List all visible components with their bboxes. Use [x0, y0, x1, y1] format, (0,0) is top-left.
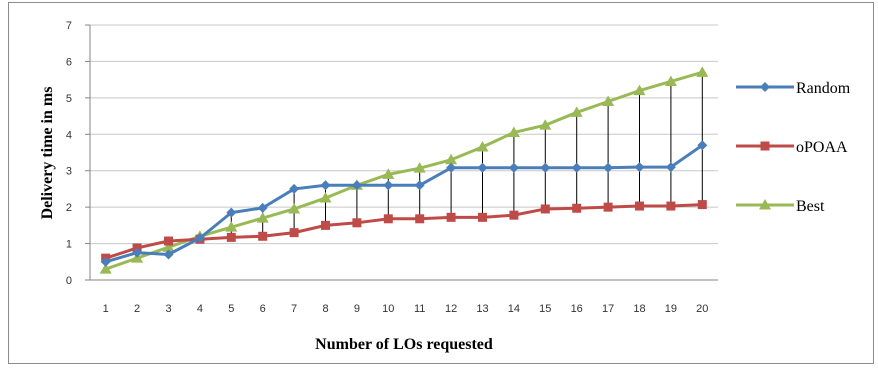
data-point-random: [540, 162, 551, 173]
data-point-opoaa: [509, 210, 519, 220]
data-point-opoaa: [226, 232, 236, 242]
data-point-best: [602, 95, 615, 106]
y-tick-label: 2: [66, 202, 72, 214]
y-tick-label: 7: [66, 20, 72, 32]
x-axis-title: Number of LOs requested: [315, 336, 493, 353]
data-point-best: [225, 221, 238, 232]
data-point-random: [634, 162, 645, 173]
gridlines: [90, 24, 718, 245]
data-point-random: [446, 162, 457, 173]
x-tick-label: 8: [322, 303, 328, 315]
data-point-random: [414, 180, 425, 191]
data-point-opoaa: [603, 202, 613, 212]
axes: [85, 24, 718, 281]
legend-marker-best: [759, 199, 771, 210]
data-point-opoaa: [635, 201, 644, 211]
x-tick-label: 15: [539, 303, 551, 315]
data-point-random: [603, 162, 614, 173]
data-point-random: [194, 233, 205, 244]
data-point-best: [319, 192, 332, 203]
data-point-best: [288, 202, 301, 214]
data-point-best: [539, 119, 552, 130]
data-point-random: [100, 256, 111, 267]
data-point-random: [257, 202, 268, 213]
data-point-best: [476, 141, 489, 152]
data-point-best: [445, 153, 458, 165]
x-tick-label: 6: [260, 303, 266, 315]
data-point-best: [570, 106, 583, 117]
data-point-best: [507, 126, 520, 137]
x-tick-label: 14: [508, 303, 520, 315]
data-point-random: [163, 249, 174, 260]
x-tick-label: 2: [134, 303, 140, 315]
data-point-random: [320, 180, 331, 191]
data-point-best: [664, 75, 677, 86]
data-point-opoaa: [572, 203, 582, 213]
x-tick-label: 19: [665, 303, 677, 315]
y-tick-label: 6: [66, 56, 72, 68]
data-point-random: [697, 140, 708, 151]
data-point-opoaa: [540, 204, 550, 214]
data-point-opoaa: [446, 212, 456, 222]
y-tick-label: 0: [66, 275, 72, 287]
legend-label-opoaa: oPOAA: [796, 139, 848, 156]
x-tick-label: 12: [445, 303, 457, 315]
x-tick-label: 18: [633, 303, 645, 315]
data-point-random: [226, 207, 237, 218]
x-tick-label: 11: [414, 303, 425, 315]
legend: Random oPOAA Best: [736, 80, 851, 215]
data-point-opoaa: [164, 236, 173, 246]
data-point-random: [132, 247, 143, 258]
y-tick-label: 3: [66, 166, 72, 178]
x-tick-label: 5: [228, 303, 234, 315]
x-tick-label: 10: [382, 303, 394, 315]
legend-label-best: Best: [796, 198, 825, 215]
data-point-best: [256, 212, 269, 223]
data-point-random: [351, 180, 362, 191]
y-axis-title: Delivery time in ms: [39, 87, 56, 220]
data-point-random: [508, 162, 519, 173]
x-tick-label: 4: [197, 303, 203, 315]
data-point-random: [571, 162, 582, 173]
legend-marker-random: [760, 82, 770, 92]
data-point-best: [382, 168, 395, 179]
data-point-opoaa: [289, 228, 299, 238]
data-point-opoaa: [258, 231, 268, 241]
data-point-opoaa: [666, 201, 676, 211]
series-line-opoaa: [105, 203, 703, 260]
data-point-opoaa: [415, 214, 425, 224]
data-point-opoaa: [697, 200, 707, 210]
x-tick-label: 7: [291, 303, 297, 315]
data-point-best: [413, 162, 426, 173]
legend-marker-opoaa: [760, 141, 770, 151]
data-point-random: [665, 162, 676, 173]
series-layer: [99, 66, 709, 274]
series-line-random: [105, 143, 704, 264]
x-tick-label: 9: [354, 303, 360, 315]
x-tick-label: 1: [103, 303, 109, 315]
x-tick-label: 3: [165, 303, 171, 315]
y-tick-label: 4: [66, 129, 72, 141]
data-point-opoaa: [352, 218, 362, 228]
data-point-opoaa: [383, 214, 393, 224]
data-point-best: [99, 263, 112, 274]
data-point-random: [289, 183, 300, 194]
data-point-best: [696, 66, 709, 77]
legend-label-random: Random: [796, 80, 851, 97]
y-tick-label: 5: [66, 93, 72, 105]
x-tick-label: 16: [571, 303, 583, 315]
data-point-opoaa: [321, 220, 330, 230]
chart-frame: [8, 2, 874, 364]
data-point-opoaa: [478, 212, 487, 222]
x-tick-label: 17: [602, 303, 614, 315]
x-tick-label: 20: [696, 303, 708, 315]
x-tick-label: 13: [476, 303, 488, 315]
data-point-random: [383, 180, 394, 191]
data-point-random: [477, 162, 488, 173]
y-tick-label: 1: [66, 239, 72, 251]
data-point-best: [633, 84, 646, 96]
data-point-best: [162, 241, 175, 252]
